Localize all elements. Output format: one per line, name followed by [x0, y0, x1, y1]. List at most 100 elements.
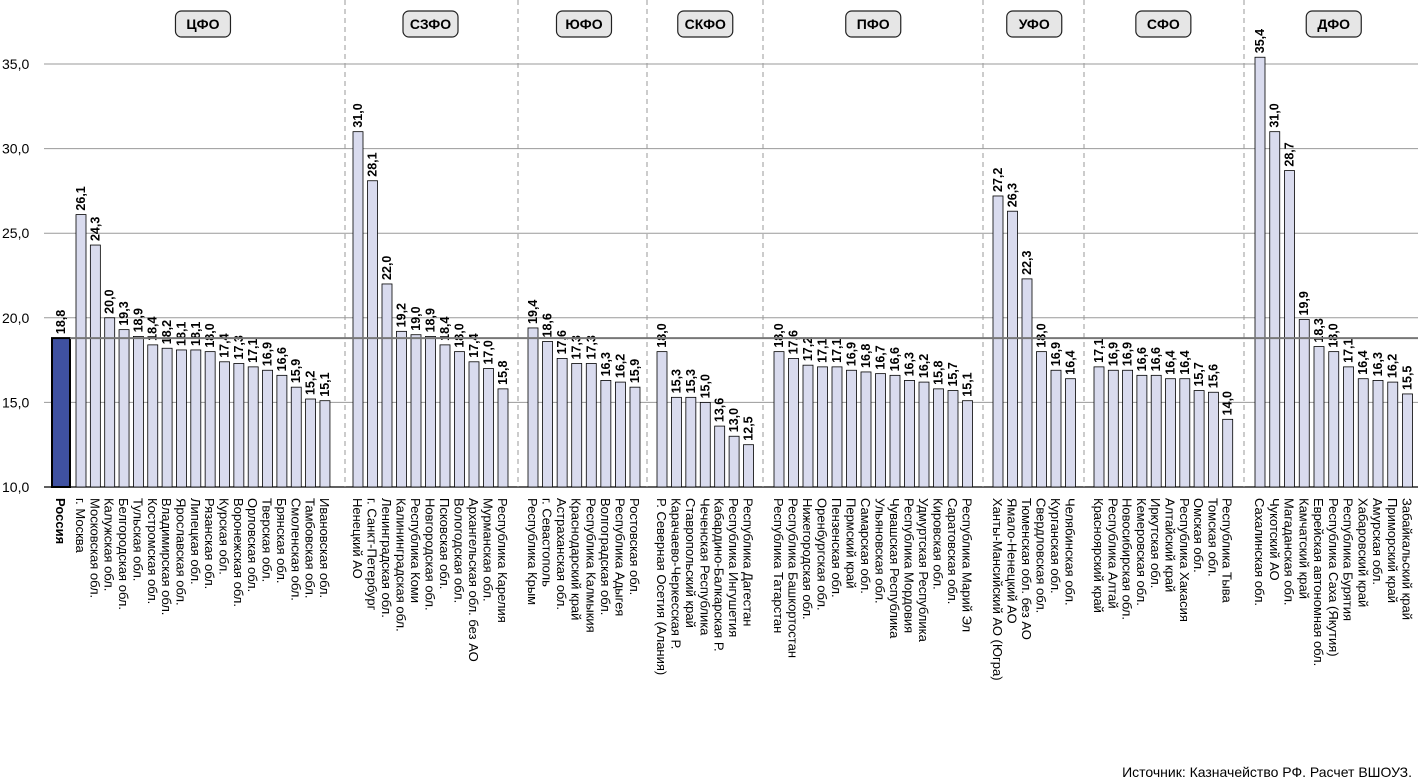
- value-label: 26,1: [74, 186, 88, 210]
- bar: [1179, 378, 1191, 488]
- value-label: 13,0: [727, 408, 741, 432]
- bar: [1122, 369, 1133, 488]
- category-label: Р. Северная Осетия (Алания): [654, 498, 669, 675]
- category-label: Свердловская обл.: [1034, 498, 1049, 613]
- category-label: Архангельская обл. без АО: [466, 498, 481, 662]
- value-label: 15,1: [961, 372, 975, 396]
- category-label: Тамбовская обл.: [303, 498, 318, 598]
- group-label-box: [1135, 10, 1192, 38]
- bar: [352, 131, 364, 488]
- value-label: 27,2: [991, 168, 1005, 192]
- category-label: Омская обл.: [1191, 498, 1206, 573]
- group-label: ДФО: [1317, 16, 1350, 32]
- category-label: Мурманская обл.: [481, 498, 496, 602]
- value-label: 16,2: [917, 354, 931, 378]
- bar: [276, 374, 288, 488]
- category-label: Псковская обл.: [437, 498, 452, 589]
- category-label: Республика Коми: [408, 498, 423, 603]
- bar: [176, 349, 187, 488]
- category-label: г. Москва: [73, 498, 88, 554]
- bar: [190, 349, 202, 488]
- category-label: Удмуртская Республика: [916, 498, 931, 643]
- value-label: 16,9: [1121, 342, 1135, 366]
- category-label: Тульская обл.: [130, 498, 145, 581]
- value-label: 17,3: [570, 335, 584, 359]
- category-label: Ямало-Ненецкий АО: [1005, 498, 1020, 624]
- y-tick-label: 35,0: [2, 56, 29, 72]
- category-label: Нижегородская обл.: [800, 498, 815, 620]
- value-label: 19,9: [1297, 291, 1311, 315]
- bar: [1328, 351, 1340, 488]
- value-label: 17,4: [218, 333, 232, 357]
- value-label: 16,6: [1135, 347, 1149, 371]
- group-label-box: [1006, 10, 1063, 38]
- bar: [875, 373, 886, 488]
- value-label: 17,1: [830, 338, 844, 362]
- value-label: 16,9: [845, 342, 859, 366]
- group-label: СКФО: [685, 16, 726, 32]
- bar: [947, 390, 959, 488]
- category-label: Республика Саха (Якутия): [1326, 498, 1341, 657]
- value-label: 28,1: [366, 152, 380, 176]
- category-label: Новосибирская обл.: [1120, 498, 1135, 620]
- bar: [773, 351, 785, 488]
- group-label-box: [174, 10, 232, 38]
- category-label: Московская обл.: [87, 498, 102, 598]
- category-label: Карачаево-Черкесская Р.: [668, 498, 683, 649]
- group-label: ПФО: [857, 16, 890, 32]
- bar: [1036, 351, 1047, 488]
- value-label: 18,3: [1312, 318, 1326, 342]
- bar: [1107, 369, 1119, 488]
- bar: [1165, 378, 1176, 488]
- category-label: Ненецкий АО: [350, 498, 365, 579]
- bar: [89, 244, 101, 488]
- category-label: Еврейская автономная обл.: [1311, 498, 1326, 666]
- category-label: г. Севастополь: [540, 498, 555, 587]
- bar: [542, 341, 553, 488]
- bar: [817, 366, 828, 488]
- category-label: Костромская обл.: [145, 498, 160, 604]
- category-label: Рязанская обл.: [202, 498, 217, 589]
- bar: [615, 381, 626, 488]
- bar: [454, 351, 465, 488]
- category-label: Забайкальский край: [1400, 498, 1415, 620]
- group-label: СФО: [1147, 16, 1180, 32]
- category-label: Смоленская обл.: [288, 498, 303, 601]
- category-label: Вологодская обл.: [452, 498, 467, 603]
- category-label: Ханты-Мансийский АО (Югра): [990, 498, 1005, 681]
- value-label: 16,8: [859, 344, 873, 368]
- bar: [1284, 170, 1295, 488]
- bar: [247, 366, 259, 488]
- category-label: Краснодарский край: [569, 498, 584, 620]
- value-label: 18,1: [189, 322, 203, 346]
- category-label: Ленинградская обл.: [379, 498, 394, 618]
- value-label: 16,3: [903, 352, 917, 376]
- category-label: Магаданская обл.: [1282, 498, 1297, 606]
- value-label: 19,3: [117, 301, 131, 325]
- value-label: 19,2: [395, 303, 409, 327]
- bar: [468, 361, 480, 488]
- bar: [410, 334, 422, 488]
- value-label: 18,2: [160, 320, 174, 344]
- bar: [497, 388, 509, 488]
- value-label: 18,4: [146, 316, 160, 340]
- category-label: Республика Мордовия: [902, 498, 917, 633]
- category-label: Орловская обл.: [245, 498, 260, 592]
- value-label: 15,8: [932, 360, 946, 384]
- category-label: Курская обл.: [217, 498, 232, 575]
- bar: [1269, 131, 1281, 488]
- value-label: 16,9: [1049, 342, 1063, 366]
- bar: [132, 336, 144, 488]
- group-label: УФО: [1019, 16, 1050, 32]
- value-label: 16,2: [1386, 354, 1400, 378]
- value-label: 17,1: [1342, 338, 1356, 362]
- category-label: Республика Тыва: [1220, 498, 1235, 604]
- category-label: Республика Алтай: [1105, 498, 1120, 609]
- value-label: 24,3: [88, 217, 102, 241]
- category-label: Республика Башкортостан: [786, 498, 801, 658]
- value-label: 17,3: [584, 335, 598, 359]
- bar: [381, 283, 393, 488]
- bar: [656, 351, 668, 488]
- category-label: Республика Карелия: [495, 498, 510, 623]
